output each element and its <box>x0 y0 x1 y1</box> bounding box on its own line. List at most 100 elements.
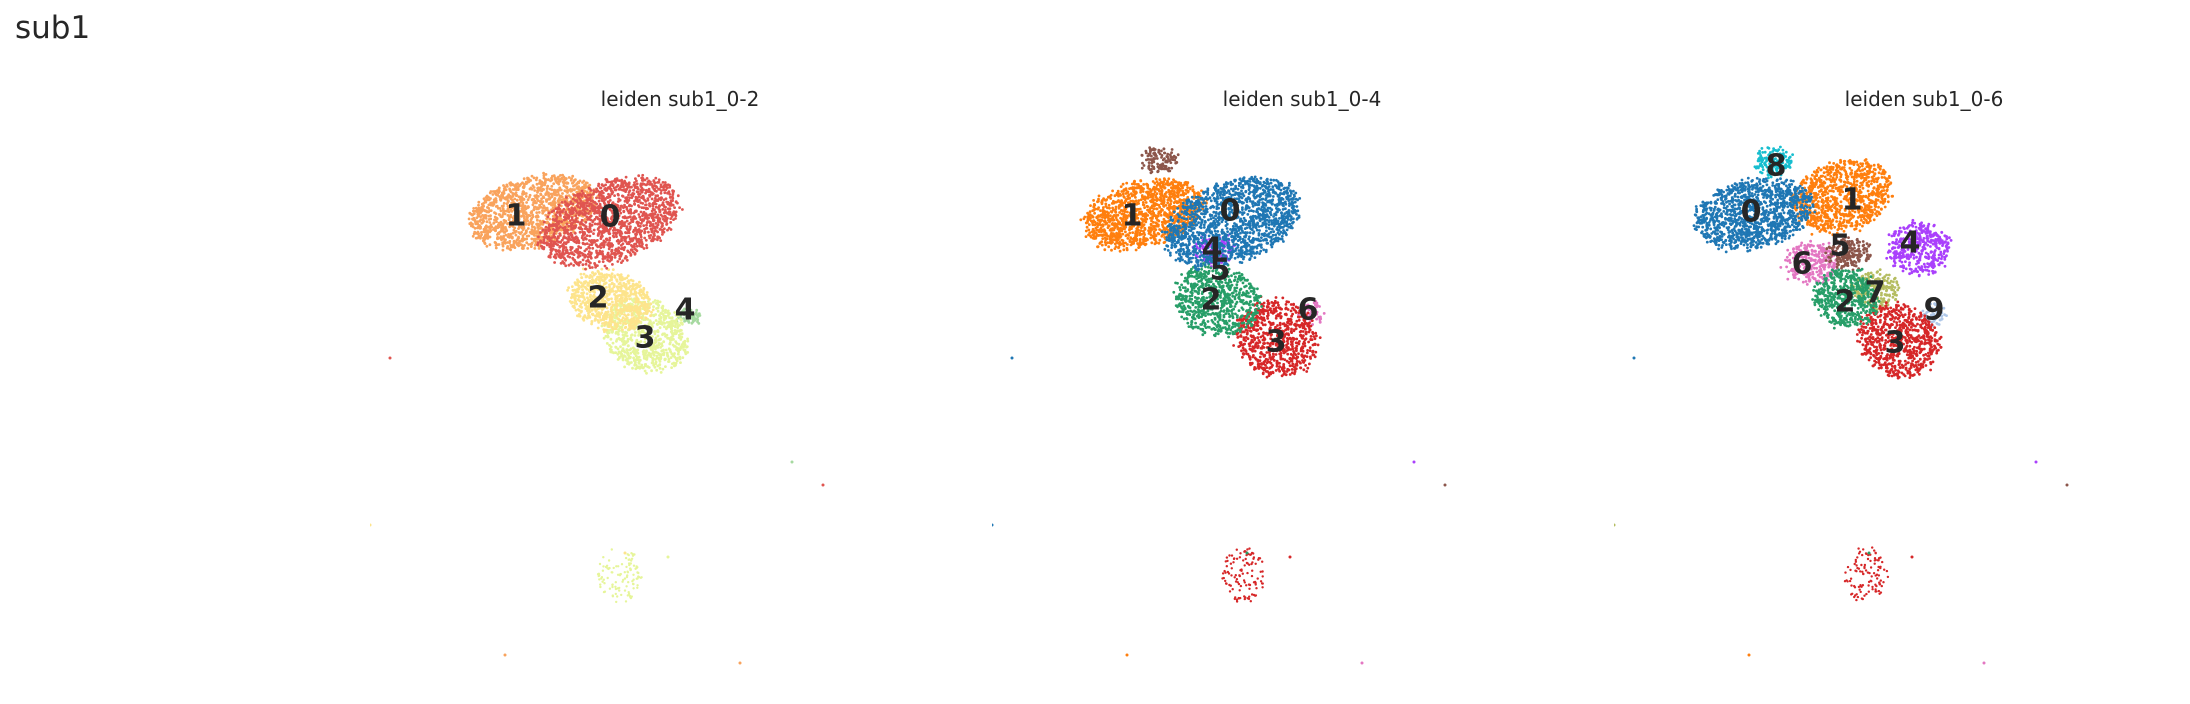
scatter-point <box>633 359 636 363</box>
scatter-point <box>526 247 530 250</box>
scatter-point <box>624 330 627 334</box>
scatter-point <box>631 580 634 583</box>
scatter-point <box>621 309 625 313</box>
scatter-point <box>479 215 483 219</box>
scatter-point <box>549 244 553 248</box>
scatter-point <box>680 346 683 350</box>
scatter-point <box>656 364 660 368</box>
scatter-point <box>627 286 631 289</box>
scatter-point <box>559 254 562 257</box>
scatter-point <box>664 197 668 201</box>
scatter-point <box>635 317 639 320</box>
scatter-point <box>617 187 621 191</box>
scatter-point <box>641 182 645 186</box>
scatter-point <box>631 582 635 586</box>
scatter-point <box>544 198 548 202</box>
scatter-point <box>629 351 633 355</box>
scatter-point <box>668 193 672 196</box>
scatter-point <box>576 192 580 196</box>
scatter-point <box>658 205 661 208</box>
scatter-point <box>629 567 632 570</box>
scatter-point <box>1248 357 1252 361</box>
scatter-point <box>602 590 606 594</box>
scatter-point <box>1160 149 1163 153</box>
scatter-point <box>625 207 629 211</box>
scatter-point <box>581 267 585 271</box>
scatter-point <box>609 258 613 262</box>
scatter-point <box>1163 151 1167 155</box>
scatter-point <box>586 296 589 300</box>
scatter-point <box>611 341 615 345</box>
scatter-point <box>1150 164 1154 168</box>
scatter-point <box>542 174 546 178</box>
scatter-point <box>581 232 585 236</box>
scatter-point <box>638 290 642 294</box>
scatter-point <box>665 222 669 226</box>
scatter-point <box>539 244 543 248</box>
scatter-point <box>577 294 581 298</box>
scatter-point <box>605 266 609 270</box>
scatter-point <box>1276 301 1280 304</box>
scatter-point <box>615 323 619 327</box>
scatter-point <box>531 221 535 224</box>
scatter-point <box>661 309 665 313</box>
scatter-point <box>668 342 672 346</box>
scatter-point <box>637 300 641 304</box>
figure-suptitle: sub1 <box>15 10 91 46</box>
scatter-point <box>686 308 689 312</box>
scatter-point <box>540 189 543 192</box>
scatter-point <box>529 245 533 249</box>
scatter-point <box>610 306 613 309</box>
scatter-point <box>635 179 638 183</box>
scatter-point <box>604 321 608 324</box>
scatter-point <box>576 287 579 291</box>
scatter-point <box>659 371 663 374</box>
scatter-point <box>584 302 588 305</box>
scatter-point <box>665 333 669 337</box>
scatter-point <box>512 192 516 196</box>
scatter-point <box>617 179 621 183</box>
scatter-point <box>668 338 672 342</box>
scatter-point <box>635 232 638 236</box>
scatter-point <box>621 183 625 187</box>
scatter-point <box>1146 158 1150 161</box>
scatter-point <box>575 302 579 306</box>
scatter-point <box>666 228 669 232</box>
scatter-point <box>602 578 605 581</box>
scatter-point <box>550 188 554 192</box>
scatter-point <box>697 312 701 315</box>
scatter-point <box>532 201 535 204</box>
scatter-point <box>555 210 559 214</box>
scatter-point <box>533 247 537 250</box>
scatter-point <box>685 345 689 348</box>
scatter-point <box>506 222 510 225</box>
scatter-point <box>621 333 625 337</box>
scatter-point <box>592 192 595 196</box>
scatter-point <box>493 227 496 231</box>
scatter-point <box>620 593 623 597</box>
scatter-point <box>513 214 516 218</box>
scatter-point <box>647 190 651 193</box>
scatter-point <box>659 342 662 346</box>
scatter-point <box>653 227 657 230</box>
scatter-point <box>561 226 565 230</box>
scatter-point <box>626 553 629 556</box>
scatter-point <box>485 244 489 248</box>
scatter-point <box>512 206 516 210</box>
scatter-point <box>585 208 589 211</box>
scatter-point <box>576 201 580 205</box>
scatter-point <box>616 286 620 290</box>
scatter-point <box>537 211 541 214</box>
scatter-point <box>552 232 556 235</box>
scatter-point <box>527 234 531 238</box>
scatter-point <box>522 238 526 242</box>
scatter-point <box>615 339 618 343</box>
scatter-point <box>586 305 590 308</box>
scatter-point <box>545 231 548 235</box>
scatter-point <box>651 348 654 352</box>
scatter-point <box>556 199 560 203</box>
scatter-point <box>649 220 652 224</box>
scatter-point <box>670 366 673 369</box>
scatter-point <box>582 296 586 299</box>
scatter-point <box>665 327 668 331</box>
